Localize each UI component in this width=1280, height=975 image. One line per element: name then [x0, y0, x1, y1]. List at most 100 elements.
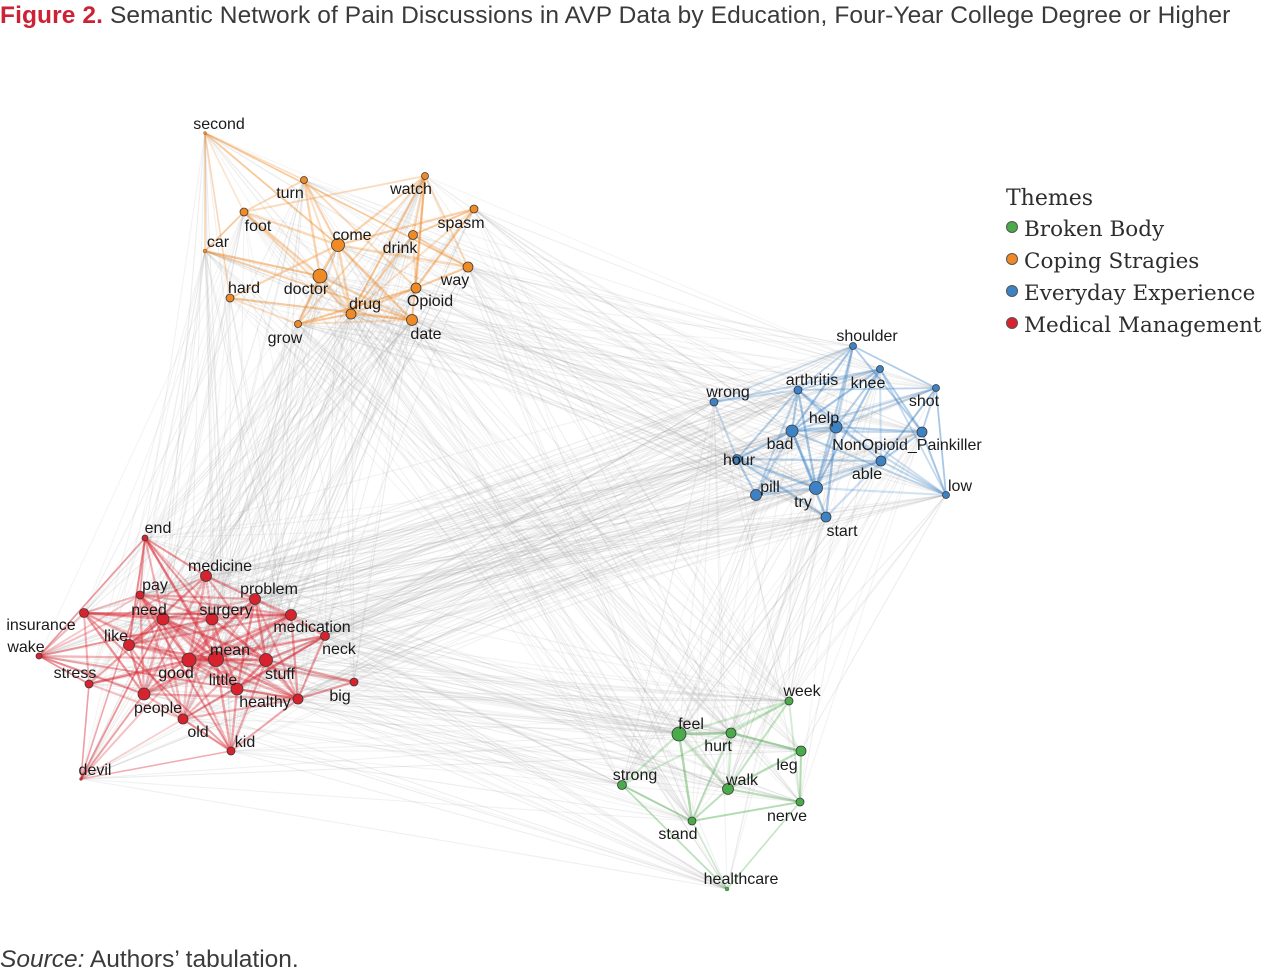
network-edge-try-big — [353, 487, 817, 683]
network-edge-watch-grow — [297, 175, 426, 325]
network-edge-medicine-good — [187, 575, 208, 661]
network-edge-start-good — [188, 516, 827, 661]
network-nodes — [35, 131, 950, 892]
network-edge-drink-drug — [350, 234, 414, 315]
network-edge-opioid-help — [415, 287, 837, 428]
network-edge-hard-grow — [229, 297, 299, 325]
network-edge-doctor-low — [319, 275, 947, 496]
node-label-healthy: healthy — [239, 694, 291, 711]
network-edge-knee-neck — [324, 368, 881, 637]
network-edge-doctor-devil — [80, 275, 321, 780]
legend-label-everyday: Everyday Experience — [1024, 281, 1256, 306]
network-edge-turn-insurance — [83, 179, 305, 614]
network-edge-nerve-healthcare — [726, 801, 801, 890]
node-feel — [671, 726, 687, 742]
network-edge-wake-people — [38, 655, 145, 695]
node-car — [202, 248, 208, 254]
network-edge-hard-good — [188, 297, 231, 661]
network-edge-shoulder-old — [182, 345, 854, 720]
network-edge-help-people — [143, 426, 837, 695]
network-edge-second-good — [188, 132, 206, 661]
network-edge-watch-big — [353, 175, 426, 683]
network-edge-arthritis-knee — [797, 368, 881, 391]
node-grow — [294, 320, 302, 328]
network-edge-help-feel — [678, 426, 837, 735]
node-label-bad: bad — [767, 436, 794, 453]
network-edge-bad-neck — [324, 430, 793, 637]
network-edge-insurance-feel — [83, 612, 680, 735]
network-edge-pay-kid — [139, 594, 232, 752]
network-edge-opioid-old — [182, 287, 417, 720]
node-label-shot: shot — [909, 393, 940, 410]
network-edge-knee-stand — [691, 368, 881, 822]
network-edge-opioid-big — [353, 287, 417, 683]
network-edge-shoulder-help — [834, 345, 855, 428]
network-edge-come-hurt — [337, 244, 732, 734]
network-edge-hard-date — [229, 296, 413, 322]
network-edge-drug-walk — [350, 313, 729, 790]
node-label-nerve: nerve — [767, 808, 807, 825]
network-edge-medication-healthy — [289, 614, 300, 700]
network-edge-devil-stand — [80, 778, 693, 822]
network-edge-try-wake — [38, 487, 817, 657]
network-edge-turn-medicine — [205, 179, 305, 577]
node-label-kid: kid — [235, 734, 255, 751]
node-label-old: old — [187, 724, 208, 741]
network-edge-come-surgery — [211, 244, 339, 620]
network-edge-arthritis-bad — [790, 389, 800, 432]
network-edge-drug-kid — [230, 313, 352, 752]
network-edge-car-try — [204, 250, 817, 489]
network-edge-try-healthy — [297, 487, 817, 700]
network-edge-hard-kid — [229, 297, 232, 752]
network-edge-wrong-wake — [38, 401, 715, 657]
network-edge-way-leg — [467, 266, 802, 752]
network-edge-help-try — [814, 426, 838, 489]
network-edge-like-old — [128, 644, 184, 720]
network-edge-come-shoulder — [337, 244, 854, 347]
network-edge-devil-healthcare — [80, 778, 728, 890]
network-edge-watch-date — [410, 175, 427, 321]
network-edge-need-stuff — [162, 617, 267, 662]
network-edge-opioid-hour — [415, 287, 738, 460]
network-edge-drug-start — [350, 313, 827, 518]
network-edge-bad-pay — [139, 430, 793, 596]
legend-title: Themes — [1006, 186, 1094, 211]
network-edge-shot-surgery — [211, 387, 937, 620]
network-edge-arthritis-shot — [797, 387, 937, 391]
network-edge-come-hard — [229, 243, 339, 300]
network-edge-drink-opioid — [411, 234, 418, 289]
network-edge-foot-week — [243, 211, 790, 702]
network-edge-drug-nonopioid — [350, 313, 923, 433]
network-edge-doctor-insurance — [83, 275, 321, 614]
network-edge-arthritis-stress — [88, 389, 799, 685]
network-edge-start-healthy — [297, 516, 827, 700]
network-edge-grow-leg — [297, 323, 802, 752]
node-label-pay: pay — [142, 577, 168, 594]
cross-cluster-edges — [38, 132, 947, 890]
node-label-pill: pill — [760, 479, 780, 496]
network-edge-turn-nonopioid — [303, 179, 923, 433]
network-edge-grow-nerve — [297, 323, 801, 803]
network-edge-medicine-people — [142, 575, 208, 695]
network-edge-foot-come — [243, 210, 339, 247]
network-edge-hour-strong — [621, 458, 738, 786]
network-edge-shoulder-week — [788, 345, 854, 702]
network-edge-pill-healthy — [297, 494, 757, 700]
network-edge-mean-feel — [215, 658, 680, 735]
network-edge-good-healthcare — [188, 659, 728, 890]
network-edge-car-start — [204, 250, 827, 518]
node-label-arthritis: arthritis — [786, 372, 838, 389]
legend-swatch-medical — [1006, 317, 1018, 329]
network-edge-kid-healthcare — [230, 750, 728, 890]
network-edge-arthritis-hour — [736, 389, 799, 460]
network-edge-watch-come — [337, 175, 426, 246]
network-edge-doctor-nerve — [319, 275, 801, 803]
network-edge-shoulder-bad — [791, 345, 854, 432]
network-edge-watch-drink — [412, 175, 426, 236]
network-edge-pay-devil — [80, 594, 141, 780]
node-good — [181, 652, 197, 668]
node-label-able: able — [852, 466, 882, 483]
network-edge-nonopioid-people — [143, 431, 923, 695]
network-edge-able-feel — [678, 460, 882, 735]
network-edge-knee-need — [162, 368, 881, 620]
